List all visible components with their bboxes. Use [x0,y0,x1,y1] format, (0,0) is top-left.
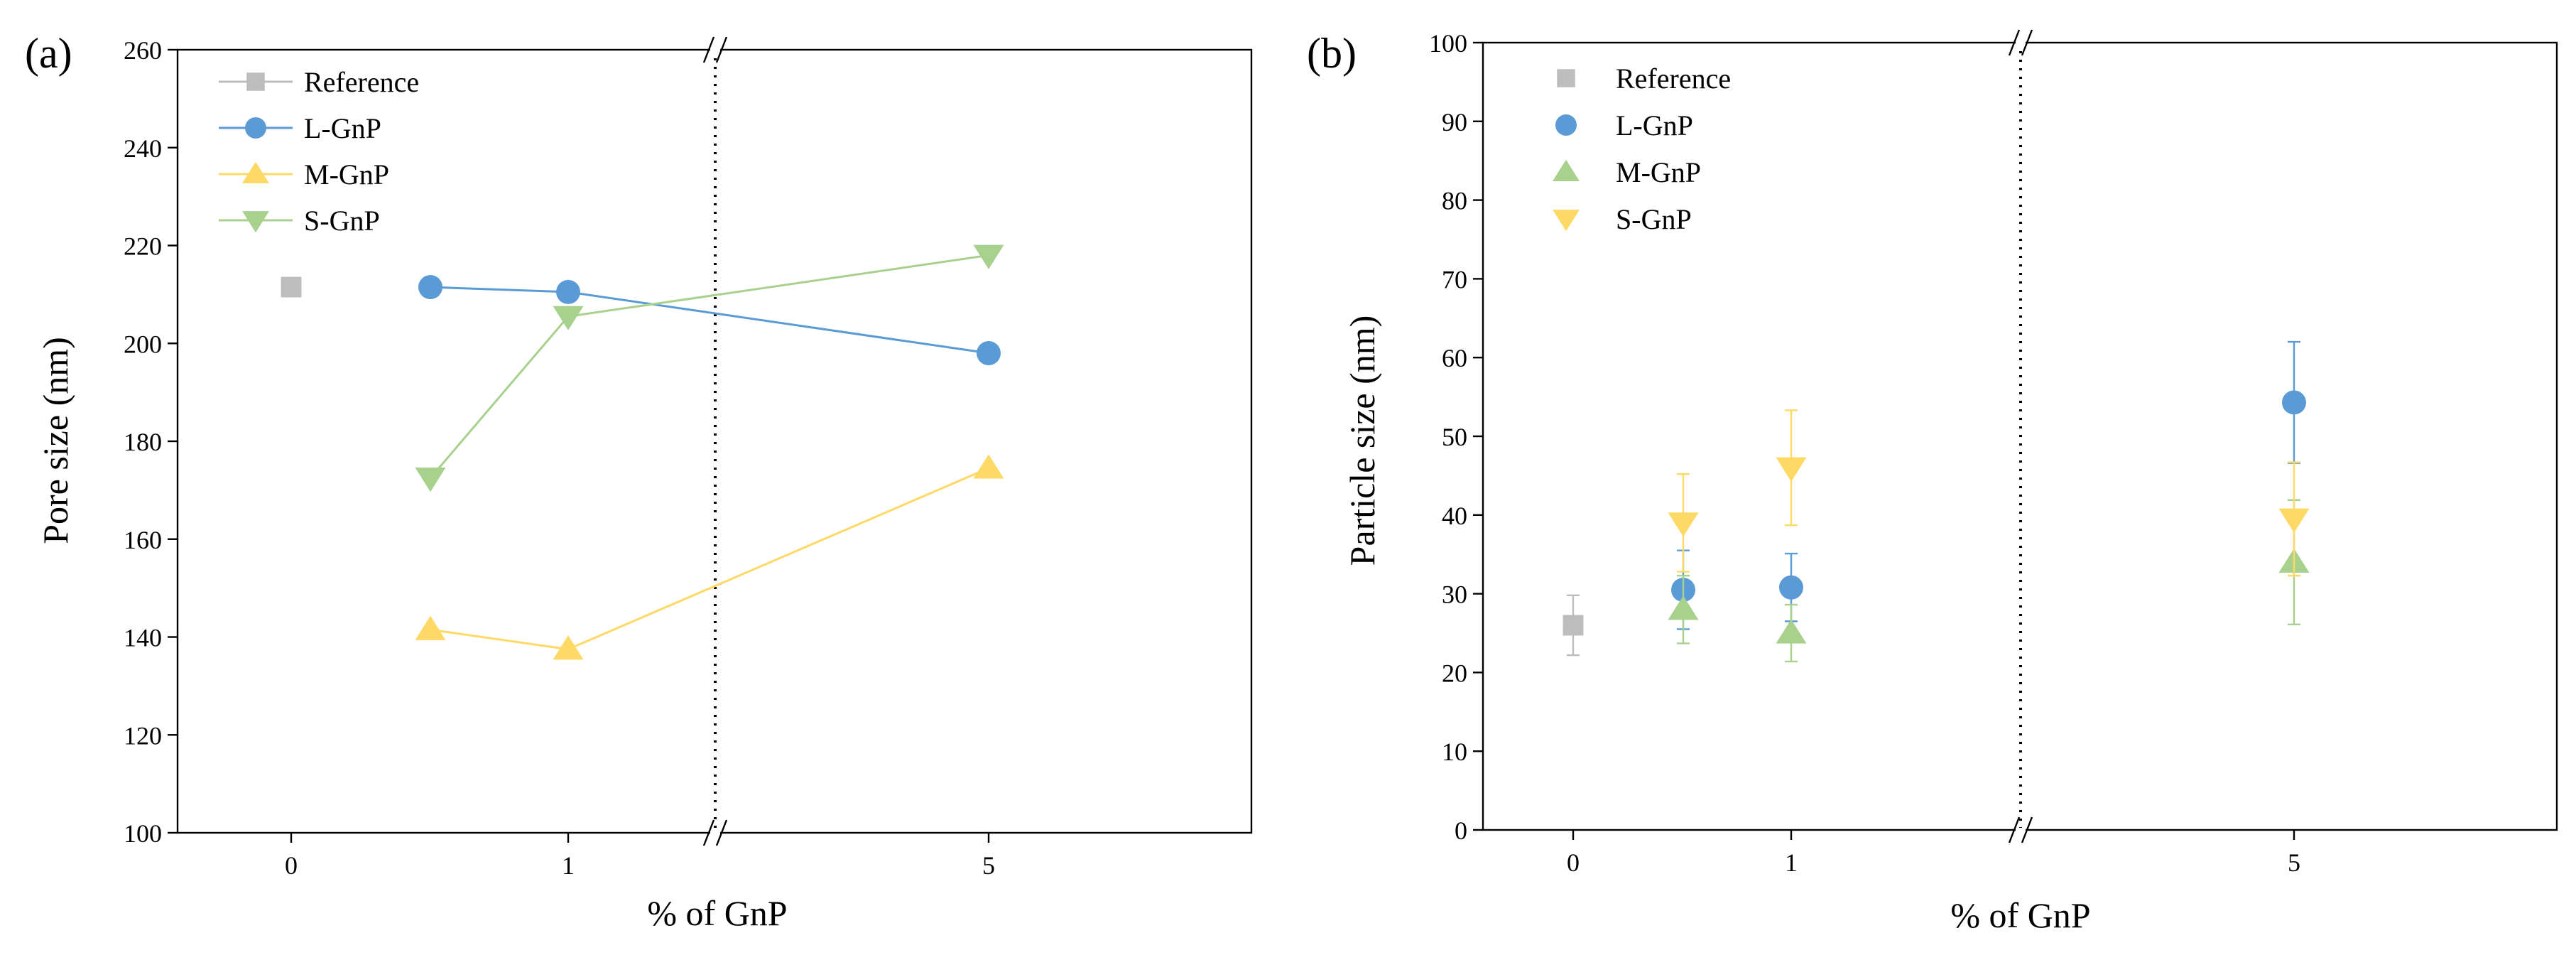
y-tick-label: 80 [1442,187,1467,215]
data-point-S-GnP [973,244,1004,269]
legend-marker [1557,69,1575,87]
panel-label: (b) [1307,30,1357,77]
axis-break-slash [702,36,715,63]
chart-panel-a: 100 120 140 160 180 200 220 240 260 0 1 5 Reference L… [25,30,1253,933]
x-tick-label: 1 [1785,848,1798,877]
legend-label: S-GnP [1616,203,1692,235]
axis-break-slash [715,819,728,846]
legend-marker [1553,159,1580,181]
legend-label: Reference [304,66,419,98]
data-point-L-GnP [556,279,580,304]
data-point-M-GnP [415,615,446,640]
x-tick-label: 0 [285,851,298,880]
x-axis-title: % of GnP [1950,895,2090,935]
axis-break-gap [710,48,720,52]
y-tick-label: 60 [1442,344,1467,372]
data-point-L-GnP [977,341,1001,366]
legend-marker [1553,210,1580,232]
x-axis-title: % of GnP [647,893,787,933]
y-tick-label: 180 [124,428,162,456]
series-line-M-GnP [430,467,989,651]
y-tick-label: 50 [1442,423,1467,451]
data-point-S-GnP [2278,508,2310,533]
y-tick-label: 70 [1442,265,1467,293]
axis-break-gap [710,831,720,835]
data-point-S-GnP [553,306,584,330]
axis-break-slash [2021,29,2033,56]
legend-marker [1555,114,1577,136]
axis-break-slash [715,36,728,63]
series-line-L-GnP [430,286,989,355]
y-tick-label: 10 [1442,738,1467,766]
x-tick-label: 5 [2288,848,2300,877]
legend-label: L-GnP [1616,109,1693,141]
axis-break-gap [2016,828,2026,832]
data-point-M-GnP [1776,619,1807,644]
data-point-S-GnP [1776,457,1807,482]
data-point-Reference [1563,615,1584,636]
y-tick-label: 200 [124,330,162,358]
y-axis-title: Pore size (nm) [36,337,75,544]
data-point-M-GnP [973,454,1004,479]
y-tick-label: 30 [1442,581,1467,609]
legend-marker [245,117,266,139]
y-tick-label: 120 [124,721,162,750]
x-tick-label: 5 [982,851,995,880]
axis-break-slash [2008,29,2021,56]
data-point-M-GnP [1668,595,1699,620]
y-tick-label: 140 [124,624,162,652]
legend-label: M-GnP [304,158,389,190]
axis-break-slash [2021,816,2033,843]
y-tick-label: 160 [124,526,162,554]
legend-marker [242,161,269,183]
y-tick-label: 90 [1442,108,1467,136]
y-tick-label: 260 [124,36,162,65]
series-line-S-GnP [429,254,989,479]
legend-label: Reference [1616,63,1731,95]
x-tick-label: 1 [562,851,575,880]
axis-break-slash [2008,816,2021,843]
axis-break-slash [702,819,715,846]
legend-label: S-GnP [304,205,380,237]
legend-label: L-GnP [304,112,381,144]
y-tick-label: 220 [124,232,162,261]
data-point-L-GnP [2282,390,2306,415]
panel-label: (a) [25,30,72,77]
data-point-Reference [281,276,302,298]
y-axis-title: Particle size (nm) [1342,315,1382,566]
chart-panel-b: 0 10 20 30 40 50 60 70 80 90 100 0 1 5 Reference L-GnP M… [1307,29,2558,935]
y-tick-label: 100 [1429,29,1467,58]
x-tick-label: 0 [1567,848,1580,877]
legend-label: M-GnP [1616,156,1701,188]
y-tick-label: 0 [1455,816,1467,845]
legend-marker [246,72,265,91]
y-tick-label: 20 [1442,659,1467,687]
legend-marker [242,211,269,233]
data-point-L-GnP [1779,575,1803,600]
axis-break-gap [2016,41,2026,45]
data-point-L-GnP [418,275,442,300]
y-tick-label: 100 [124,819,162,848]
y-tick-label: 240 [124,134,162,163]
y-tick-label: 40 [1442,502,1467,530]
data-point-S-GnP [1668,512,1699,537]
data-point-S-GnP [415,467,446,492]
data-point-M-GnP [553,635,584,660]
